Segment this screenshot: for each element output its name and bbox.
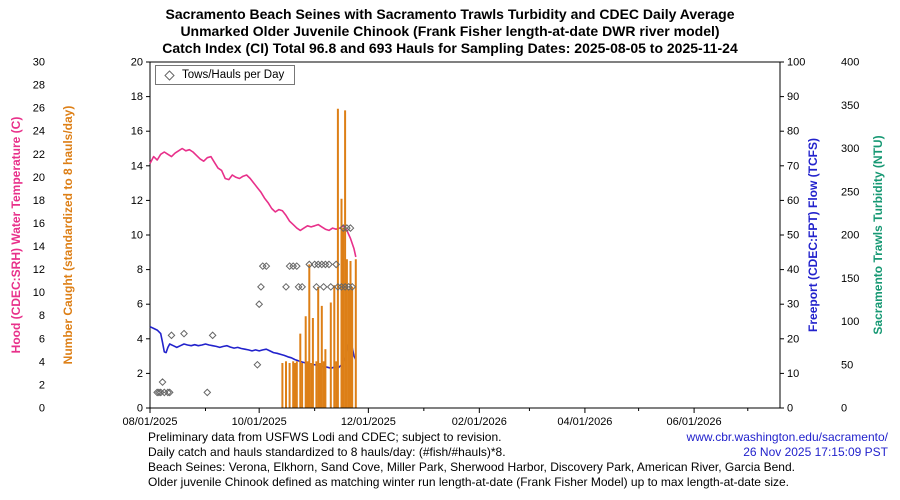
y-tick-label: 4 [39, 356, 45, 368]
y-tick-label: 22 [33, 149, 45, 161]
y-tick-label: 18 [33, 195, 45, 207]
hauls-point [298, 282, 307, 291]
turbidity-axis-label: Sacramento Trawls Turbidity (NTU) [871, 135, 885, 334]
y-tick-label: 2 [39, 379, 45, 391]
y-tick-label: 30 [787, 299, 799, 311]
y-tick-label: 14 [33, 241, 45, 253]
y-tick-label: 350 [841, 100, 859, 112]
hauls-point [155, 388, 163, 397]
hauls-point [180, 329, 188, 338]
x-tick-label: 08/01/2025 [122, 416, 177, 428]
y-tick-label: 10 [131, 230, 143, 242]
chart-title-line2: Unmarked Older Juvenile Chinook (Frank F… [180, 23, 720, 39]
y-tick-label: 20 [787, 333, 799, 345]
hauls-point [319, 282, 328, 291]
hauls-point [165, 388, 174, 397]
y-tick-label: 20 [33, 172, 45, 184]
y-tick-label: 26 [33, 103, 45, 115]
x-tick-label: 12/01/2025 [341, 416, 396, 428]
cbr-link[interactable]: www.cbr.washington.edu/sacramento/ [686, 430, 888, 444]
y-tick-label: 14 [131, 160, 143, 172]
hauls-point [262, 262, 271, 271]
y-tick-label: 100 [787, 57, 805, 69]
hauls-point [346, 224, 355, 232]
freeport-flow-axis-label: Freeport (CDEC:FPT) Flow (TCFS) [806, 138, 820, 332]
y-tick-label: 8 [39, 310, 45, 322]
chart-title-line1: Sacramento Beach Seines with Sacramento … [165, 6, 735, 22]
hauls-point [326, 282, 335, 291]
y-tick-label: 0 [137, 403, 143, 415]
y-tick-label: 16 [131, 126, 143, 138]
y-tick-label: 0 [841, 403, 847, 415]
y-tick-label: 60 [787, 195, 799, 207]
hauls-point [348, 282, 357, 291]
number-caught-axis-label: Number Caught (standardized to 8 hauls/d… [61, 106, 75, 365]
hauls-point [255, 300, 264, 309]
footnote-preliminary: Preliminary data from USFWS Lodi and CDE… [148, 430, 502, 444]
hauls-point [282, 282, 290, 291]
hauls-point [257, 282, 265, 291]
y-tick-label: 20 [131, 57, 143, 69]
y-tick-label: 0 [39, 403, 45, 415]
temperature-line [149, 147, 357, 258]
footnote-beach-seines: Beach Seines: Verona, Elkhorn, Sand Cove… [148, 460, 795, 474]
flow-line [149, 325, 357, 370]
x-tick-label: 10/01/2025 [232, 416, 287, 428]
y-tick-label: 250 [841, 186, 859, 198]
hauls-point [332, 260, 341, 269]
x-tick-label: 06/01/2026 [667, 416, 722, 428]
footnote-standardized: Daily catch and hauls standardized to 8 … [148, 445, 506, 459]
hauls-point [158, 378, 167, 386]
y-tick-label: 28 [33, 80, 45, 92]
y-tick-label: 50 [841, 359, 853, 371]
y-tick-label: 40 [787, 264, 799, 276]
hauls-point [325, 260, 333, 269]
y-tick-label: 2 [137, 368, 143, 380]
y-tick-label: 200 [841, 230, 859, 242]
hauls-point [167, 331, 176, 340]
plot-border [149, 61, 781, 409]
hauls-point [305, 260, 314, 269]
y-tick-label: 0 [787, 403, 793, 415]
y-tick-label: 18 [131, 91, 143, 103]
timestamp: 26 Nov 2025 17:15:09 PST [743, 445, 888, 459]
y-tick-label: 8 [137, 264, 143, 276]
hauls-point [203, 388, 212, 397]
y-tick-label: 50 [787, 230, 799, 242]
y-tick-label: 12 [33, 264, 45, 276]
y-tick-label: 12 [131, 195, 143, 207]
open-diamond-icon [164, 69, 175, 81]
y-tick-label: 300 [841, 143, 859, 155]
hauls-point [292, 262, 301, 271]
y-tick-label: 6 [39, 333, 45, 345]
x-tick-label: 04/01/2026 [557, 416, 612, 428]
y-tick-label: 4 [137, 333, 143, 345]
y-tick-label: 24 [33, 126, 45, 138]
y-tick-label: 70 [787, 160, 799, 172]
hauls-point [208, 331, 217, 340]
y-tick-label: 400 [841, 57, 859, 69]
y-tick-label: 10 [787, 368, 799, 380]
hauls-point [312, 282, 321, 291]
y-tick-label: 150 [841, 273, 859, 285]
y-tick-label: 90 [787, 91, 799, 103]
hauls-point [163, 388, 172, 397]
footnote-definition: Older juvenile Chinook defined as matchi… [148, 475, 789, 489]
y-tick-label: 10 [33, 287, 45, 299]
chart-title-line3: Catch Index (CI) Total 96.8 and 693 Haul… [162, 40, 738, 56]
y-tick-label: 30 [33, 57, 45, 69]
y-tick-label: 100 [841, 316, 859, 328]
plot-render-layer: 0246810121416182002468101214161820222426… [33, 57, 860, 429]
plot-legend: Tows/Hauls per Day [155, 65, 296, 85]
legend-label: Tows/Hauls per Day [182, 69, 285, 81]
hauls-point [253, 360, 262, 369]
y-tick-label: 6 [137, 299, 143, 311]
y-tick-label: 16 [33, 218, 45, 230]
y-tick-label: 80 [787, 126, 799, 138]
x-tick-label: 02/01/2026 [452, 416, 507, 428]
water-temperature-axis-label: Hood (CDEC:SRH) Water Temperature (C) [9, 117, 23, 354]
